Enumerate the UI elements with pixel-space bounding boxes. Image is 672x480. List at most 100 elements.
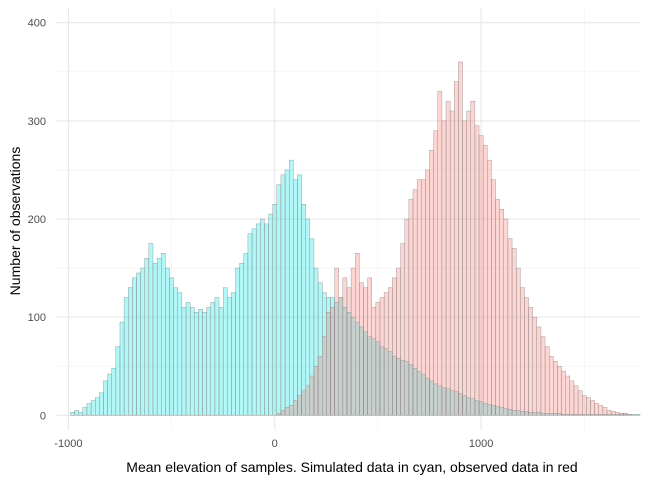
- observed-bar: [412, 189, 418, 416]
- observed-bar: [536, 326, 542, 416]
- bars: [70, 61, 641, 416]
- simulated-bar: [123, 297, 129, 416]
- observed-bar: [288, 405, 294, 416]
- observed-bar: [342, 277, 348, 416]
- simulated-bar: [128, 287, 133, 416]
- observed-bar: [511, 248, 517, 416]
- simulated-bar: [293, 179, 298, 416]
- simulated-bar: [631, 414, 637, 416]
- observed-bar: [408, 199, 414, 416]
- simulated-bar: [239, 262, 244, 416]
- observed-bar: [379, 297, 385, 416]
- observed-bar: [322, 336, 327, 416]
- x-tick-label: 0: [272, 438, 278, 450]
- simulated-bar: [156, 258, 162, 416]
- simulated-bar: [181, 307, 187, 416]
- simulated-bar: [301, 204, 306, 416]
- observed-bar: [462, 120, 467, 416]
- simulated-bar: [284, 169, 290, 416]
- simulated-bar: [70, 412, 75, 416]
- observed-bar: [454, 81, 459, 416]
- observed-bar: [338, 297, 344, 416]
- observed-bar: [383, 292, 389, 416]
- simulated-bar: [198, 309, 203, 416]
- observed-bar: [334, 267, 339, 416]
- simulated-bar: [132, 277, 137, 416]
- observed-bar: [586, 397, 591, 416]
- y-tick-label: 300: [28, 116, 46, 128]
- simulated-bar: [103, 380, 108, 416]
- x-tick-label: -1000: [54, 438, 82, 450]
- observed-bar: [363, 287, 368, 416]
- observed-bar: [388, 287, 393, 416]
- simulated-bar: [243, 253, 249, 416]
- observed-bar: [305, 385, 311, 416]
- simulated-bar: [272, 204, 278, 416]
- observed-bar: [615, 412, 620, 416]
- observed-bar: [553, 361, 558, 416]
- observed-bar: [400, 243, 405, 416]
- observed-bar: [487, 159, 492, 416]
- simulated-bar: [86, 403, 92, 416]
- observed-bar: [470, 101, 476, 416]
- observed-bar: [404, 218, 410, 416]
- observed-bar: [425, 169, 430, 416]
- observed-bar: [458, 61, 463, 416]
- observed-bar: [627, 414, 632, 416]
- simulated-bar: [189, 307, 195, 416]
- observed-bar: [623, 413, 628, 416]
- observed-bar: [355, 253, 360, 416]
- simulated-bar: [152, 262, 158, 416]
- observed-bar: [619, 413, 624, 416]
- simulated-bar: [231, 292, 236, 416]
- simulated-bar: [161, 253, 166, 416]
- observed-bar: [606, 410, 612, 416]
- observed-bar: [540, 336, 546, 416]
- observed-bar: [520, 287, 525, 416]
- simulated-bar: [90, 400, 96, 416]
- observed-bar: [565, 375, 571, 416]
- observed-bar: [429, 150, 434, 416]
- observed-bar: [561, 370, 566, 416]
- simulated-bar: [210, 302, 216, 416]
- simulated-bar: [107, 373, 112, 416]
- observed-bar: [528, 307, 533, 416]
- observed-bar: [491, 179, 496, 416]
- simulated-bar: [115, 346, 121, 416]
- simulated-bar: [264, 223, 269, 416]
- simulated-bar: [202, 312, 207, 416]
- observed-bar: [582, 395, 587, 416]
- observed-bar: [445, 101, 451, 416]
- simulated-bar: [194, 312, 199, 416]
- simulated-bar: [288, 159, 294, 416]
- y-tick-label: 400: [28, 18, 46, 30]
- simulated-bar: [140, 267, 145, 416]
- y-axis-title: Number of observations: [7, 147, 23, 296]
- observed-bar: [301, 390, 306, 416]
- observed-bar: [297, 395, 302, 416]
- simulated-bar: [214, 297, 220, 416]
- simulated-bar: [222, 287, 228, 416]
- simulated-bar: [255, 223, 261, 416]
- observed-bar: [437, 91, 443, 416]
- simulated-bar: [177, 292, 183, 416]
- simulated-bar: [635, 414, 641, 416]
- observed-bar: [375, 302, 381, 416]
- observed-bar: [441, 120, 447, 416]
- observed-bar: [293, 400, 298, 416]
- simulated-bar: [260, 218, 265, 416]
- observed-bar: [577, 390, 583, 416]
- observed-bar: [392, 277, 397, 416]
- simulated-bar: [235, 267, 240, 416]
- simulated-bar: [280, 174, 286, 416]
- y-axis-ticks: 0 100 200 300 400: [28, 18, 46, 423]
- observed-bar: [449, 110, 455, 416]
- simulated-bar: [78, 412, 84, 416]
- observed-bar: [515, 267, 521, 416]
- simulated-bar: [247, 233, 253, 416]
- simulated-bar: [218, 307, 224, 416]
- observed-bar: [507, 238, 513, 416]
- observed-bar: [280, 410, 286, 416]
- y-tick-label: 200: [28, 214, 46, 226]
